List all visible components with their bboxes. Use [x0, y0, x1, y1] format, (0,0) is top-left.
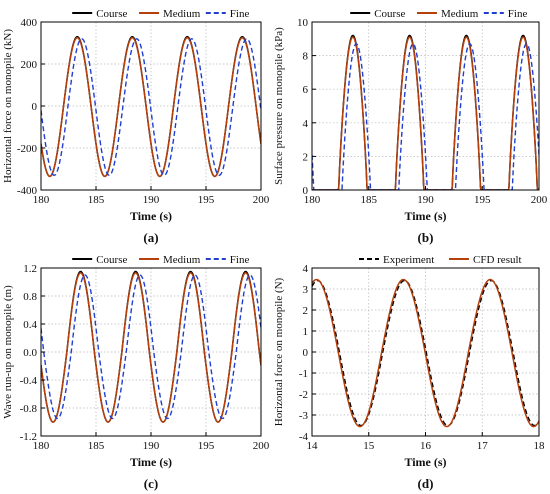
series-layer: [41, 35, 261, 178]
x-tick-label: 185: [361, 194, 378, 206]
y-axis-label: Wave run-up on monopile (m): [2, 285, 14, 419]
series-line-fine: [41, 38, 261, 177]
y-tick-label: 10: [297, 17, 309, 29]
y-tick-label: 1: [303, 326, 309, 338]
x-tick-label: 200: [531, 194, 548, 206]
panel-label: (a): [143, 230, 158, 245]
series-layer: [312, 278, 539, 428]
y-tick-label: -0.8: [20, 403, 38, 415]
series-line-fine: [312, 43, 539, 190]
chart-a: 180 185 190 195 200 -400 -200 0 200 400 Course Me…: [2, 8, 270, 245]
x-tick-label: 195: [198, 440, 215, 452]
y-tick-label: -1: [299, 368, 308, 380]
series-line-cfd-result: [312, 278, 539, 428]
y-tick-label: 6: [303, 84, 309, 96]
legend-label: Medium: [163, 254, 201, 266]
legend: Course Medium Fine: [72, 8, 249, 20]
x-tick-label: 200: [253, 194, 270, 206]
chart-b: 180 185 190 195 200 0 2 4 6 8 10 Course Medium Fine…: [273, 8, 548, 245]
panel-label: (b): [418, 230, 434, 245]
x-tick-label: 185: [88, 194, 105, 206]
x-axis-label: Time (s): [130, 455, 172, 469]
x-axis-label: Time (s): [130, 209, 172, 223]
y-tick-label: 0: [303, 347, 309, 359]
panel-label: (d): [418, 476, 434, 491]
x-ticks: 180 185 190 195 200: [304, 186, 548, 206]
x-tick-label: 200: [253, 440, 270, 452]
legend: Course Medium Fine: [350, 8, 527, 20]
series-line-medium: [41, 272, 261, 423]
y-tick-label: 0.4: [23, 319, 37, 331]
y-axis-label: Surface pressure on monopile (kPa): [273, 27, 285, 185]
x-tick-label: 180: [33, 194, 50, 206]
legend-label: Experiment: [383, 254, 434, 266]
y-tick-label: 400: [21, 17, 38, 29]
x-tick-label: 190: [417, 194, 434, 206]
y-tick-label: -200: [17, 143, 38, 155]
y-tick-label: 200: [21, 59, 38, 71]
x-tick-label: 180: [33, 440, 50, 452]
x-tick-label: 17: [477, 440, 489, 452]
y-ticks: -1.2 -0.8 -0.4 0.0 0.4 0.8 1.2: [20, 263, 45, 443]
y-tick-label: 0.8: [23, 291, 37, 303]
y-tick-label: 0: [303, 185, 309, 197]
y-tick-label: -4: [299, 431, 309, 443]
series-line-medium: [41, 37, 261, 178]
gridlines: [312, 268, 539, 436]
y-tick-label: -1.2: [20, 431, 37, 443]
y-ticks: -4 -3 -2 -1 0 1 2 3 4: [299, 263, 316, 443]
y-tick-label: 2: [303, 151, 309, 163]
x-ticks: 14 15 16 17 18: [307, 432, 546, 452]
y-tick-label: -0.4: [20, 375, 38, 387]
y-tick-label: 0: [32, 101, 38, 113]
y-ticks: 0 2 4 6 8 10: [297, 17, 316, 197]
y-tick-label: 8: [303, 51, 309, 63]
legend-label: CFD result: [473, 254, 522, 266]
legend-label: Course: [96, 8, 127, 20]
x-ticks: 180 185 190 195 200: [33, 186, 270, 206]
legend-label: Fine: [508, 8, 528, 20]
y-tick-label: 3: [303, 284, 309, 296]
series-layer: [312, 34, 539, 190]
x-tick-label: 14: [307, 440, 319, 452]
series-line-medium: [312, 36, 539, 190]
x-tick-label: 195: [198, 194, 215, 206]
legend-label: Fine: [230, 254, 250, 266]
y-tick-label: -400: [17, 185, 38, 197]
series-layer: [41, 270, 261, 423]
y-tick-label: 4: [303, 118, 309, 130]
x-tick-label: 185: [88, 440, 105, 452]
legend-label: Medium: [163, 8, 201, 20]
y-ticks: -400 -200 0 200 400: [17, 17, 45, 197]
legend-label: Course: [374, 8, 405, 20]
y-tick-label: 0.0: [23, 347, 37, 359]
legend-label: Fine: [230, 8, 250, 20]
legend: Experiment CFD result: [359, 254, 522, 266]
y-tick-label: 1.2: [23, 263, 37, 275]
y-tick-label: -2: [299, 389, 308, 401]
legend-label: Medium: [441, 8, 479, 20]
x-tick-label: 190: [143, 194, 160, 206]
y-tick-label: 4: [303, 263, 309, 275]
series-line-experiment: [312, 279, 539, 427]
x-tick-label: 190: [143, 440, 160, 452]
y-tick-label: 2: [303, 305, 309, 317]
y-tick-label: -3: [299, 410, 309, 422]
x-tick-label: 16: [420, 440, 432, 452]
chart-c: 180 185 190 195 200 -1.2 -0.8 -0.4 0.0 0.4 0.8 1.2…: [2, 254, 270, 491]
legend: Course Medium Fine: [72, 254, 249, 266]
x-axis-label: Time (s): [404, 209, 446, 223]
x-tick-label: 15: [363, 440, 375, 452]
x-ticks: 180 185 190 195 200: [33, 432, 270, 452]
chart-d: 14 15 16 17 18 -4 -3 -2 -1 0 1 2 3 4 Experiment CFD r…: [273, 254, 545, 491]
legend-label: Course: [96, 254, 127, 266]
x-tick-label: 180: [304, 194, 321, 206]
x-tick-label: 195: [474, 194, 491, 206]
y-axis-label: Horizontal force on monopile (kN): [2, 29, 14, 183]
x-tick-label: 18: [534, 440, 546, 452]
x-axis-label: Time (s): [404, 455, 446, 469]
y-axis-label: Horizontal force on monopile (N): [273, 277, 285, 426]
panel-label: (c): [144, 476, 158, 491]
